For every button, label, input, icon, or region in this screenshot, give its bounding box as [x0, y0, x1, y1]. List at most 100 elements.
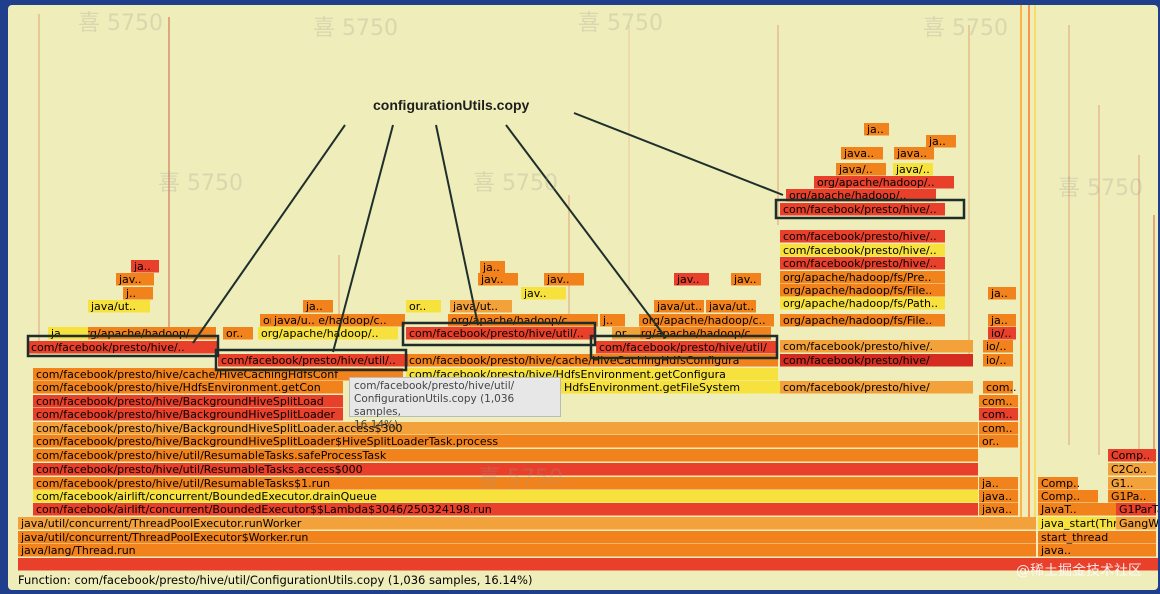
- stack-frame[interactable]: com/facebook/presto/hive/HdfsEnvironment…: [33, 381, 343, 394]
- stack-frame-rect[interactable]: [18, 558, 1158, 571]
- stack-frame-rect[interactable]: [33, 477, 978, 490]
- stack-frame-rect[interactable]: [18, 544, 1036, 557]
- stack-frame[interactable]: com/facebook/presto/hive/util/: [596, 341, 776, 354]
- stack-frame[interactable]: [18, 558, 1158, 571]
- stack-frame[interactable]: org/apache/hadoop/c..: [631, 327, 771, 340]
- stack-frame[interactable]: com/facebook/presto/hive/: [780, 381, 973, 394]
- stack-frame[interactable]: java/util/concurrent/ThreadPoolExecutor$…: [18, 531, 1036, 544]
- stack-frame[interactable]: java..: [979, 490, 1018, 503]
- stack-frame[interactable]: ja: [48, 327, 88, 340]
- stack-frame[interactable]: com/facebook/presto/hive/: [780, 354, 973, 367]
- stack-frame-rect[interactable]: [674, 273, 709, 286]
- stack-frame-rect[interactable]: [780, 340, 973, 353]
- stack-frame-rect[interactable]: [521, 287, 566, 300]
- stack-frame-rect[interactable]: [1038, 490, 1098, 503]
- stack-frame-rect[interactable]: [983, 381, 1013, 394]
- stack-frame-rect[interactable]: [1116, 503, 1156, 516]
- stack-frame-rect[interactable]: [988, 327, 1016, 340]
- stack-frame-rect[interactable]: [1038, 517, 1116, 530]
- stack-frame[interactable]: java..: [894, 147, 934, 160]
- stack-frame-rect[interactable]: [303, 300, 333, 313]
- stack-frame[interactable]: java/u..: [271, 314, 319, 327]
- stack-frame-rect[interactable]: [600, 314, 625, 327]
- stack-frame-rect[interactable]: [18, 517, 1036, 530]
- stack-frame[interactable]: jav..: [116, 273, 154, 286]
- stack-frame[interactable]: ja..: [988, 287, 1016, 300]
- stack-frame-rect[interactable]: [258, 327, 398, 340]
- stack-frame[interactable]: org/apache/hadoop/..: [76, 327, 216, 340]
- stack-frame[interactable]: com/facebook/presto/hive/..: [780, 244, 945, 257]
- stack-frame-rect[interactable]: [654, 300, 704, 313]
- stack-frame-rect[interactable]: [979, 477, 1018, 490]
- stack-frame[interactable]: com..: [979, 422, 1018, 435]
- stack-frame[interactable]: com/facebook/presto/hive/..: [780, 203, 945, 216]
- stack-frame[interactable]: ja..: [303, 300, 333, 313]
- stack-frame-rect[interactable]: [28, 341, 218, 354]
- stack-frame-rect[interactable]: [33, 408, 343, 421]
- stack-frame[interactable]: com/facebook/presto/hive/..: [780, 230, 945, 243]
- stack-frame[interactable]: JavaT..: [1038, 503, 1116, 516]
- stack-frame-rect[interactable]: [88, 300, 150, 313]
- stack-frame[interactable]: org/apache/hadoop/c..: [448, 314, 598, 327]
- stack-frame[interactable]: java/ut..: [706, 300, 756, 313]
- stack-frame-rect[interactable]: [780, 203, 945, 216]
- stack-frame[interactable]: or..: [612, 327, 640, 340]
- stack-frame[interactable]: com/facebook/presto/hive/BackgroundHiveS…: [33, 435, 978, 448]
- stack-frame-rect[interactable]: [33, 463, 978, 476]
- stack-frame-rect[interactable]: [33, 395, 343, 408]
- stack-frame-rect[interactable]: [33, 422, 978, 435]
- stack-frame[interactable]: j..: [123, 287, 153, 300]
- stack-frame[interactable]: java/lang/Thread.run: [18, 544, 1036, 557]
- stack-frame-rect[interactable]: [1108, 463, 1156, 476]
- stack-frame[interactable]: G1ParTa..: [1116, 503, 1158, 516]
- stack-frame[interactable]: jav..: [478, 273, 518, 286]
- stack-frame-rect[interactable]: [631, 327, 771, 340]
- stack-frame[interactable]: java/util/concurrent/ThreadPoolExecutor.…: [18, 517, 1036, 530]
- stack-frame-rect[interactable]: [596, 341, 776, 354]
- stack-frame-rect[interactable]: [1038, 544, 1156, 557]
- stack-frame-rect[interactable]: [612, 327, 640, 340]
- stack-frame[interactable]: com..: [979, 408, 1018, 421]
- stack-frame-rect[interactable]: [33, 503, 978, 516]
- stack-frame[interactable]: io/..: [983, 340, 1013, 353]
- stack-frame[interactable]: java..: [979, 503, 1018, 516]
- stack-frame-rect[interactable]: [780, 271, 945, 284]
- stack-frame-rect[interactable]: [1108, 477, 1156, 490]
- stack-frame[interactable]: java..: [841, 147, 883, 160]
- stack-frame[interactable]: com/facebook/presto/hive/util/..: [218, 354, 408, 367]
- stack-frame[interactable]: org/apache/hadoop/..: [258, 327, 398, 340]
- stack-frame-rect[interactable]: [780, 244, 945, 257]
- stack-frame-rect[interactable]: [1116, 517, 1156, 530]
- stack-frame[interactable]: G1..: [1108, 477, 1156, 490]
- stack-frame-rect[interactable]: [33, 435, 978, 448]
- stack-frame[interactable]: GangWork..: [1116, 517, 1158, 530]
- stack-frame-rect[interactable]: [836, 163, 886, 176]
- stack-frame[interactable]: or..: [979, 435, 1018, 448]
- stack-frame[interactable]: java/ut..: [450, 300, 512, 313]
- stack-frame[interactable]: org/apache/hadoop/fs/Path..: [780, 297, 945, 310]
- stack-frame-rect[interactable]: [780, 230, 945, 243]
- stack-frame-rect[interactable]: [639, 314, 774, 327]
- stack-frame-rect[interactable]: [48, 327, 88, 340]
- stack-frame[interactable]: or..: [223, 327, 253, 340]
- stack-frame-rect[interactable]: [271, 314, 319, 327]
- stack-frame-rect[interactable]: [218, 354, 408, 367]
- stack-frame[interactable]: java..: [1038, 544, 1156, 557]
- stack-frame[interactable]: io/..: [988, 327, 1016, 340]
- stack-frame[interactable]: jav..: [674, 273, 709, 286]
- stack-frame-rect[interactable]: [893, 163, 933, 176]
- stack-frame[interactable]: org/apache/hadoop/..: [814, 176, 954, 189]
- stack-frame-rect[interactable]: [1038, 477, 1078, 490]
- stack-frame[interactable]: java/ut..: [654, 300, 704, 313]
- stack-frame-rect[interactable]: [979, 395, 1018, 408]
- stack-frame[interactable]: com..: [983, 381, 1017, 394]
- stack-frame[interactable]: java/..: [893, 163, 933, 176]
- stack-frame-rect[interactable]: [983, 340, 1013, 353]
- stack-frame-rect[interactable]: [979, 422, 1018, 435]
- stack-frame-rect[interactable]: [223, 327, 253, 340]
- stack-frame[interactable]: io/..: [983, 354, 1013, 367]
- stack-frame[interactable]: Comp..: [1108, 449, 1156, 462]
- stack-frame-rect[interactable]: [406, 327, 594, 340]
- stack-frame[interactable]: org/apache/hadoop/fs/Pre..: [780, 271, 945, 284]
- stack-frame[interactable]: ja..: [480, 261, 505, 274]
